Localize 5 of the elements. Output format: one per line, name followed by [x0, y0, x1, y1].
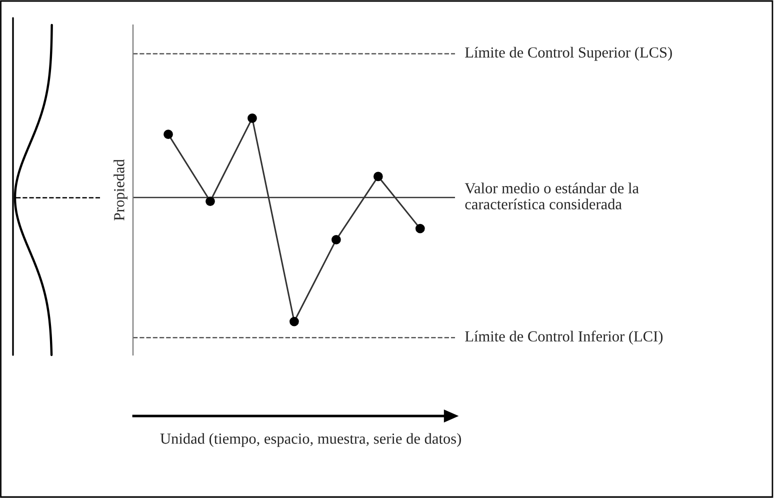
ref-line-label: Valor medio o estándar de la característica considerada: [464, 182, 639, 210]
y-axis-title: Propiedad: [114, 159, 128, 221]
ref-line-label: Límite de Control Superior (LCS): [465, 46, 672, 61]
text: Unidad (tiempo, espacio, muestra, serie de datos): [160, 433, 461, 447]
ref-line-label: Límite de Control Inferior (LCI): [465, 330, 663, 345]
